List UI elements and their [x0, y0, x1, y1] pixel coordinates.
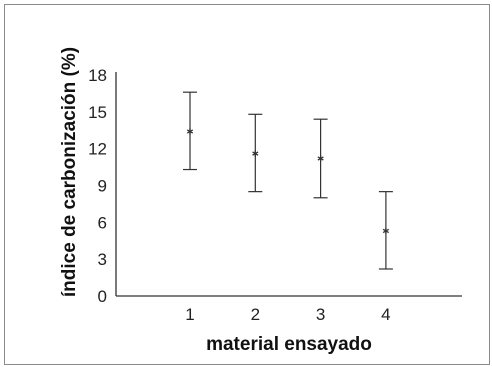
- x-tick-label: 1: [185, 305, 194, 324]
- asterisk-marker: [186, 128, 194, 135]
- error-bar-point: [378, 191, 393, 270]
- x-axis-title: material ensayado: [206, 334, 372, 355]
- data-marks: [183, 91, 393, 270]
- chart-frame: [4, 4, 490, 365]
- y-tick-label: 3: [98, 250, 107, 269]
- error-bar-point: [313, 118, 328, 199]
- x-tick-label: 2: [251, 305, 260, 324]
- y-tick-label: 6: [98, 213, 107, 232]
- y-tick-label: 12: [88, 140, 107, 159]
- asterisk-marker: [252, 150, 259, 157]
- error-bar-point: [183, 91, 197, 171]
- asterisk-marker: [382, 227, 390, 235]
- error-bar-point: [248, 113, 263, 193]
- y-tick-labels: 0 3 6 9 12 15 18: [88, 66, 107, 306]
- y-tick-label: 18: [88, 66, 107, 85]
- axes-group: [115, 72, 462, 297]
- x-tick-labels: 1 2 3 4: [185, 305, 390, 324]
- asterisk-marker: [317, 155, 324, 162]
- y-tick-label: 9: [98, 177, 107, 196]
- y-tick-label: 0: [98, 287, 107, 306]
- x-tick-label: 4: [381, 305, 390, 324]
- x-tick-label: 3: [316, 305, 325, 324]
- y-axis-title: índice de carbonización (%): [59, 47, 80, 297]
- y-tick-label: 15: [88, 103, 107, 122]
